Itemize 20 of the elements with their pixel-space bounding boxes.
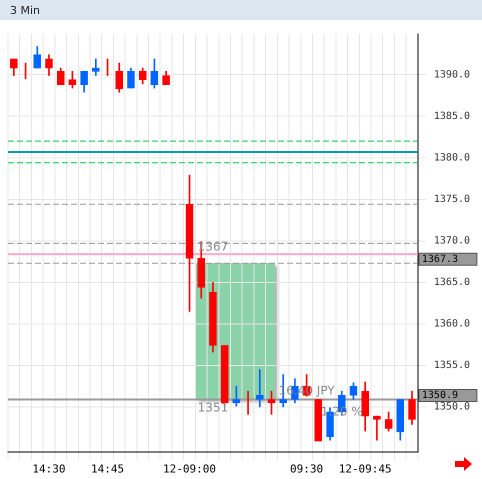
candlestick <box>268 390 276 415</box>
chart-title: 3 Min <box>10 4 40 17</box>
annotation: 16.40 JPY <box>278 384 336 398</box>
y-tick-label: 1385.0 <box>434 110 470 122</box>
y-tick-label: 1355.0 <box>434 360 470 372</box>
annotation: 1351 <box>198 400 228 415</box>
y-tick-label: 1390.0 <box>434 69 470 80</box>
y-tick-label: 1370.0 <box>434 235 470 246</box>
x-tick-label: 12-09:00 <box>163 462 216 476</box>
ref-line-label: 1367.3 <box>422 254 458 265</box>
y-tick-label: 1380.0 <box>434 152 470 164</box>
y-tick-label: 1360.0 <box>434 318 470 330</box>
x-tick-label: 14:45 <box>90 462 124 476</box>
y-tick-label: 1365.0 <box>434 276 470 288</box>
x-tick-label: 14:30 <box>32 462 66 476</box>
x-tick-label: 12-09:45 <box>338 462 392 476</box>
ref-line-label: 1350.9 <box>422 390 458 402</box>
x-tick-label: 09:30 <box>290 462 324 476</box>
y-tick-label: 1375.0 <box>434 194 470 205</box>
y-tick-label: 1350.0 <box>434 402 470 413</box>
